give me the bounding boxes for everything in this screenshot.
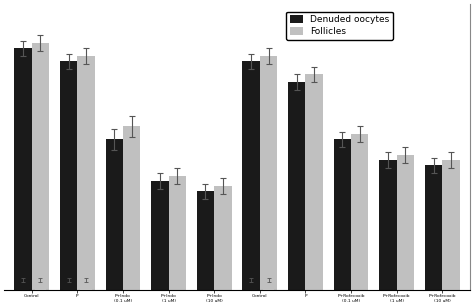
Bar	[263, 280, 274, 290]
Bar	[260, 56, 277, 290]
Bar	[246, 280, 257, 290]
Bar	[334, 139, 351, 290]
Bar	[60, 61, 77, 290]
Bar	[77, 56, 94, 290]
Bar	[151, 181, 169, 290]
Bar	[197, 191, 214, 290]
Bar	[14, 48, 32, 290]
Bar	[380, 160, 397, 290]
Bar	[63, 280, 74, 290]
Bar	[288, 82, 305, 290]
Bar	[106, 139, 123, 290]
Bar	[442, 160, 460, 290]
Bar	[425, 165, 442, 290]
Legend: Denuded oocytes, Follicles: Denuded oocytes, Follicles	[286, 12, 392, 40]
Bar	[397, 155, 414, 290]
Bar	[35, 280, 46, 290]
Bar	[214, 186, 231, 290]
Bar	[123, 126, 140, 290]
Bar	[169, 176, 186, 290]
Bar	[351, 134, 368, 290]
Bar	[80, 280, 91, 290]
Bar	[305, 74, 323, 290]
Bar	[32, 43, 49, 290]
Bar	[243, 61, 260, 290]
Bar	[17, 280, 28, 290]
